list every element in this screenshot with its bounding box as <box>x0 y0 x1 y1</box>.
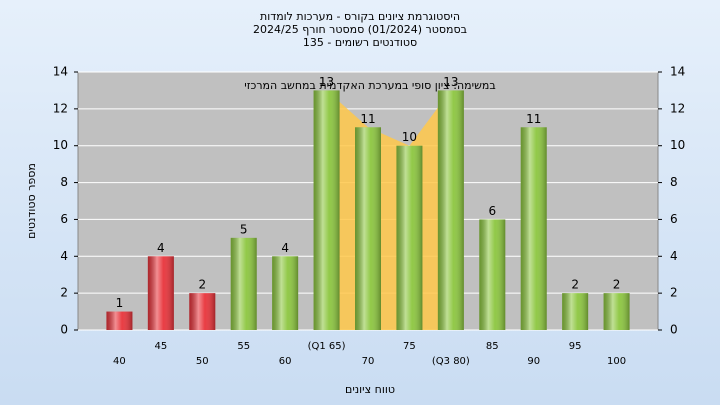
bar-shine <box>437 90 464 330</box>
x-tick-label: 40 <box>113 356 126 367</box>
x-tick-label: 85 <box>486 341 499 352</box>
value-label: 10 <box>402 130 417 144</box>
y-tick-label: 12 <box>53 101 68 115</box>
value-label: 4 <box>157 241 165 255</box>
y-tick-label: 2 <box>670 286 678 300</box>
x-tick-label: 95 <box>569 341 582 352</box>
bar-shine <box>106 311 133 330</box>
y-tick-label: 8 <box>60 175 68 189</box>
x-axis-label: טווח ציונים <box>345 383 395 396</box>
value-label: 2 <box>571 278 579 292</box>
y-tick-label: 8 <box>670 175 678 189</box>
bar-shine <box>313 90 340 330</box>
bar-shine <box>147 256 174 330</box>
value-label: 13 <box>319 75 334 89</box>
y-tick-label: 4 <box>670 249 678 263</box>
y-tick-label: 6 <box>60 212 68 226</box>
y-tick-label: 4 <box>60 249 68 263</box>
x-tick-label: 90 <box>527 356 540 367</box>
bar-shine <box>355 127 381 331</box>
y-tick-label: 0 <box>60 323 68 337</box>
y-tick-label: 0 <box>670 323 678 337</box>
bar-shine <box>272 256 299 330</box>
x-tick-label: (Q3 80) <box>432 356 470 367</box>
x-tick-label: 45 <box>154 341 167 352</box>
chart-subtitle: בסמסטר (01/2024) סמסטר חורף 2024/25 <box>253 23 467 36</box>
x-tick-label: 70 <box>362 356 375 367</box>
value-label: 2 <box>613 278 621 292</box>
value-label: 5 <box>240 222 248 236</box>
bar-shine <box>562 293 589 330</box>
value-label: 2 <box>198 278 206 292</box>
y-tick-label: 6 <box>670 212 678 226</box>
value-label: 11 <box>360 112 375 126</box>
y-tick-label: 12 <box>670 101 685 115</box>
value-label: 13 <box>443 75 458 89</box>
bar-shine <box>479 219 506 330</box>
x-tick-label: 55 <box>237 341 250 352</box>
y-tick-label: 10 <box>53 138 68 152</box>
bar-shine <box>520 127 547 331</box>
x-tick-label: 60 <box>279 356 292 367</box>
x-tick-label: 50 <box>196 356 209 367</box>
value-label: 1 <box>116 296 124 310</box>
y-tick-label: 14 <box>670 65 685 79</box>
annotation: במשימה: ציון סופי במערכת האקדמית במחשב ה… <box>244 79 495 92</box>
y-tick-label: 10 <box>670 138 685 152</box>
y-axis-label: מספר סטודנטים <box>25 163 38 239</box>
value-label: 6 <box>488 204 496 218</box>
x-tick-label: 75 <box>403 341 416 352</box>
y-tick-label: 2 <box>60 286 68 300</box>
bar-shine <box>396 145 423 330</box>
chart-subtitle: סטודנטים רשומים - 135 <box>303 36 417 49</box>
x-tick-label: 100 <box>607 356 626 367</box>
x-tick-label: (Q1 65) <box>308 341 346 352</box>
bar-shine <box>230 237 257 330</box>
value-label: 4 <box>281 241 289 255</box>
y-tick-label: 14 <box>53 65 68 79</box>
bar-shine <box>603 293 630 330</box>
value-label: 11 <box>526 112 541 126</box>
chart-title: היסטוגרמת ציונים בקורס - מערכות לומדות <box>260 10 460 23</box>
bar-shine <box>189 293 216 330</box>
